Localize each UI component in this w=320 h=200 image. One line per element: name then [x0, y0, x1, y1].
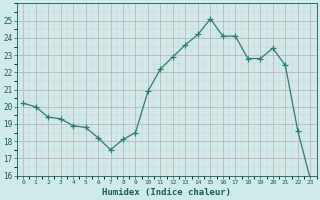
X-axis label: Humidex (Indice chaleur): Humidex (Indice chaleur)	[102, 188, 231, 197]
